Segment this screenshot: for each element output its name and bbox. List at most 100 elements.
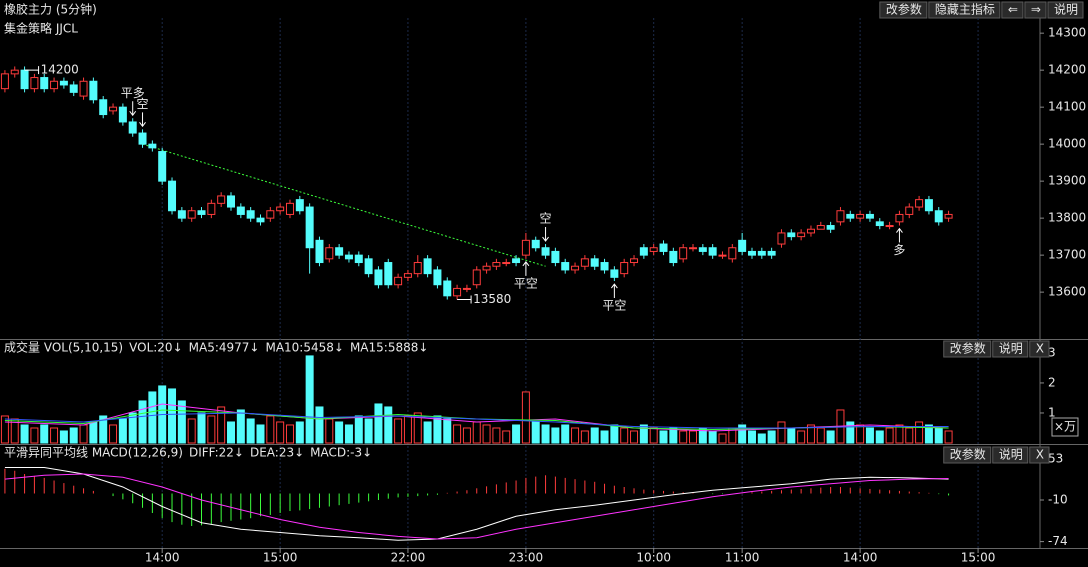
signal-arrow	[139, 112, 146, 128]
volume-bar	[128, 412, 137, 444]
volume-bar	[777, 421, 786, 444]
volume-bar	[285, 424, 294, 444]
volume-bar	[679, 430, 688, 444]
y-tick-label: -10	[1048, 492, 1068, 506]
volume-bar	[354, 415, 363, 444]
button-label[interactable]: 说明	[999, 447, 1023, 462]
candle-body	[246, 210, 255, 219]
window-title: 橡胶主力 (5分钟)	[4, 2, 97, 17]
volume-bar	[561, 424, 570, 444]
volume-bar	[639, 424, 648, 444]
volume-bar	[580, 430, 589, 444]
button-label[interactable]: 隐藏主指标	[935, 2, 995, 17]
candle-body	[30, 77, 39, 90]
volume-bar	[423, 421, 432, 444]
candle-body	[128, 121, 137, 134]
button-label[interactable]: X	[1036, 448, 1044, 462]
candle-body	[99, 99, 108, 116]
button-label[interactable]: X	[1036, 342, 1044, 356]
volume-bar	[295, 421, 304, 444]
candle-body	[187, 210, 196, 219]
volume-bar	[305, 355, 314, 444]
signal-label: 平多	[121, 86, 145, 100]
signal-label: 空	[137, 97, 149, 111]
volume-bar	[148, 391, 157, 444]
volume-bar	[757, 433, 766, 444]
candle-body	[433, 269, 442, 286]
signal-arrow	[610, 283, 618, 299]
button[interactable]	[992, 446, 1029, 464]
volume-bar	[394, 418, 403, 444]
candle-body	[138, 132, 147, 145]
candle-body	[384, 262, 393, 286]
volume-bar	[89, 421, 98, 444]
candle-body	[738, 239, 747, 252]
candle-body	[492, 262, 501, 267]
candle-body	[571, 265, 580, 271]
button-label[interactable]: 说明	[1054, 2, 1078, 17]
legend-entry: DEA:23↓	[250, 446, 304, 460]
candle-body	[620, 262, 629, 275]
unit-label: ×万	[1054, 420, 1076, 434]
volume-bar	[168, 388, 177, 444]
button[interactable]	[1029, 446, 1050, 464]
button[interactable]	[879, 1, 928, 19]
button[interactable]	[943, 340, 992, 358]
x-tick-label: 14:00	[145, 551, 180, 565]
volume-bar	[472, 421, 481, 444]
candle-body	[689, 247, 698, 250]
candle-body	[885, 225, 894, 228]
candle-body	[502, 262, 511, 265]
candle-body	[423, 258, 432, 275]
volume-bar	[895, 424, 904, 444]
candle-body	[630, 258, 639, 264]
y-tick-label: 3	[1048, 345, 1056, 359]
button-label[interactable]: 改参数	[886, 2, 922, 17]
candle-body	[256, 217, 265, 223]
y-tick-label: 13900	[1048, 174, 1086, 188]
candle-body	[394, 276, 403, 286]
candle-body	[266, 210, 275, 219]
annotation-label: 14200	[41, 63, 79, 77]
candle-body	[610, 269, 619, 278]
button[interactable]	[1029, 340, 1050, 358]
candle-body	[20, 69, 29, 90]
candle-body	[826, 225, 835, 230]
candle-body	[0, 73, 9, 90]
candle-body	[757, 250, 766, 256]
candle-body	[40, 77, 49, 90]
candle-body	[276, 206, 285, 212]
volume-bar	[787, 427, 796, 444]
volume-bar	[521, 391, 530, 444]
button[interactable]	[1001, 1, 1024, 19]
candle-body	[177, 210, 186, 219]
button[interactable]	[928, 1, 1001, 19]
unit-box	[1051, 417, 1079, 437]
signal-label: 平空	[514, 276, 538, 290]
candle-body	[413, 262, 422, 275]
candle-body	[118, 106, 127, 123]
volume-bar	[590, 427, 599, 444]
button-label[interactable]: 改参数	[950, 341, 986, 356]
button-label[interactable]: ⇐	[1008, 3, 1018, 17]
candle-body	[79, 80, 88, 97]
volume-bar	[325, 418, 334, 444]
button-label[interactable]: 改参数	[950, 447, 986, 462]
y-tick-label: 14000	[1048, 137, 1086, 151]
button[interactable]	[1024, 1, 1047, 19]
volume-bar	[806, 424, 815, 444]
candle-body	[905, 206, 914, 215]
volume-bar	[797, 430, 806, 444]
button[interactable]	[943, 446, 992, 464]
button[interactable]	[1047, 1, 1084, 19]
volume-bar	[826, 430, 835, 444]
candle-body	[207, 202, 216, 215]
button-label[interactable]: 说明	[999, 341, 1023, 356]
candle-body	[512, 258, 521, 264]
volume-bar	[266, 415, 275, 444]
button-label[interactable]: ⇒	[1031, 3, 1041, 17]
y-tick-label: 13800	[1048, 211, 1086, 225]
button[interactable]	[992, 340, 1029, 358]
volume-bar	[30, 427, 39, 444]
